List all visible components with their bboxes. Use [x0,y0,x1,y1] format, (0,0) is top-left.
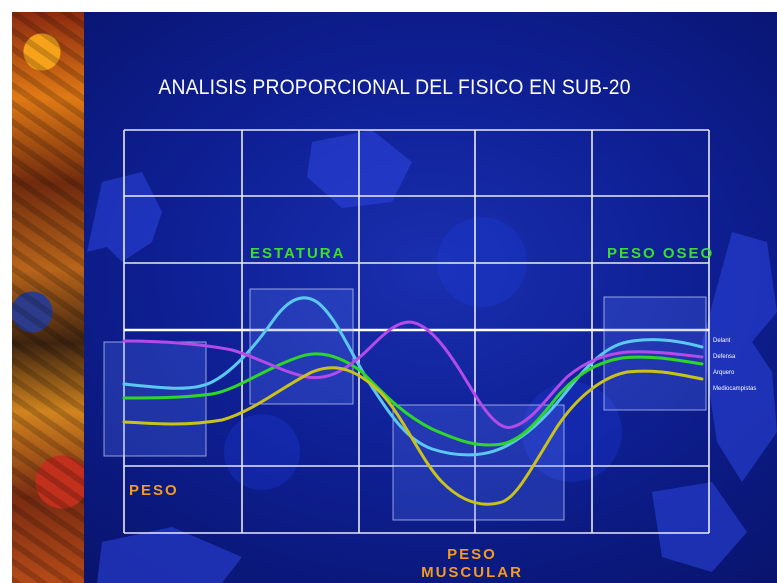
category-label-estatura: ESTATURA [250,245,346,262]
gear-icon [224,414,300,490]
legend-item-defensa: Defensa [713,354,736,360]
legend-item-arquero: Arquero [713,370,735,376]
category-label-peso-muscular: PESO MUSCULAR [407,546,537,582]
legend-item-mediocampistas: Mediocampistas [713,386,757,392]
peso-muscular-line2: MUSCULAR [421,564,523,581]
series-line-delant [122,296,704,457]
gear-icon [652,482,747,572]
chart-legend: Delant Defensa Arquero Mediocampistas [713,333,756,397]
estatura-box [249,288,354,405]
series-line-defensa [122,352,704,447]
gear-icon [437,217,527,307]
legend-item-delant: Delant [713,338,731,344]
chart-grid [123,129,710,534]
series-line-mediocampistas [122,366,704,506]
decorative-stripe [12,12,84,583]
gear-icon [97,527,242,583]
slide: ANALISIS PROPORCIONAL DEL FISICO EN SUB-… [12,12,777,583]
gear-icon [702,232,777,482]
peso-muscular-line1: PESO [447,546,497,563]
category-label-peso-oseo: PESO OSEO [607,245,715,262]
series-line-arquero [122,320,704,429]
chart [103,129,710,534]
category-label-peso: PESO [129,482,179,499]
chart-title: ANALISIS PROPORCIONAL DEL FISICO EN SUB-… [158,76,631,99]
